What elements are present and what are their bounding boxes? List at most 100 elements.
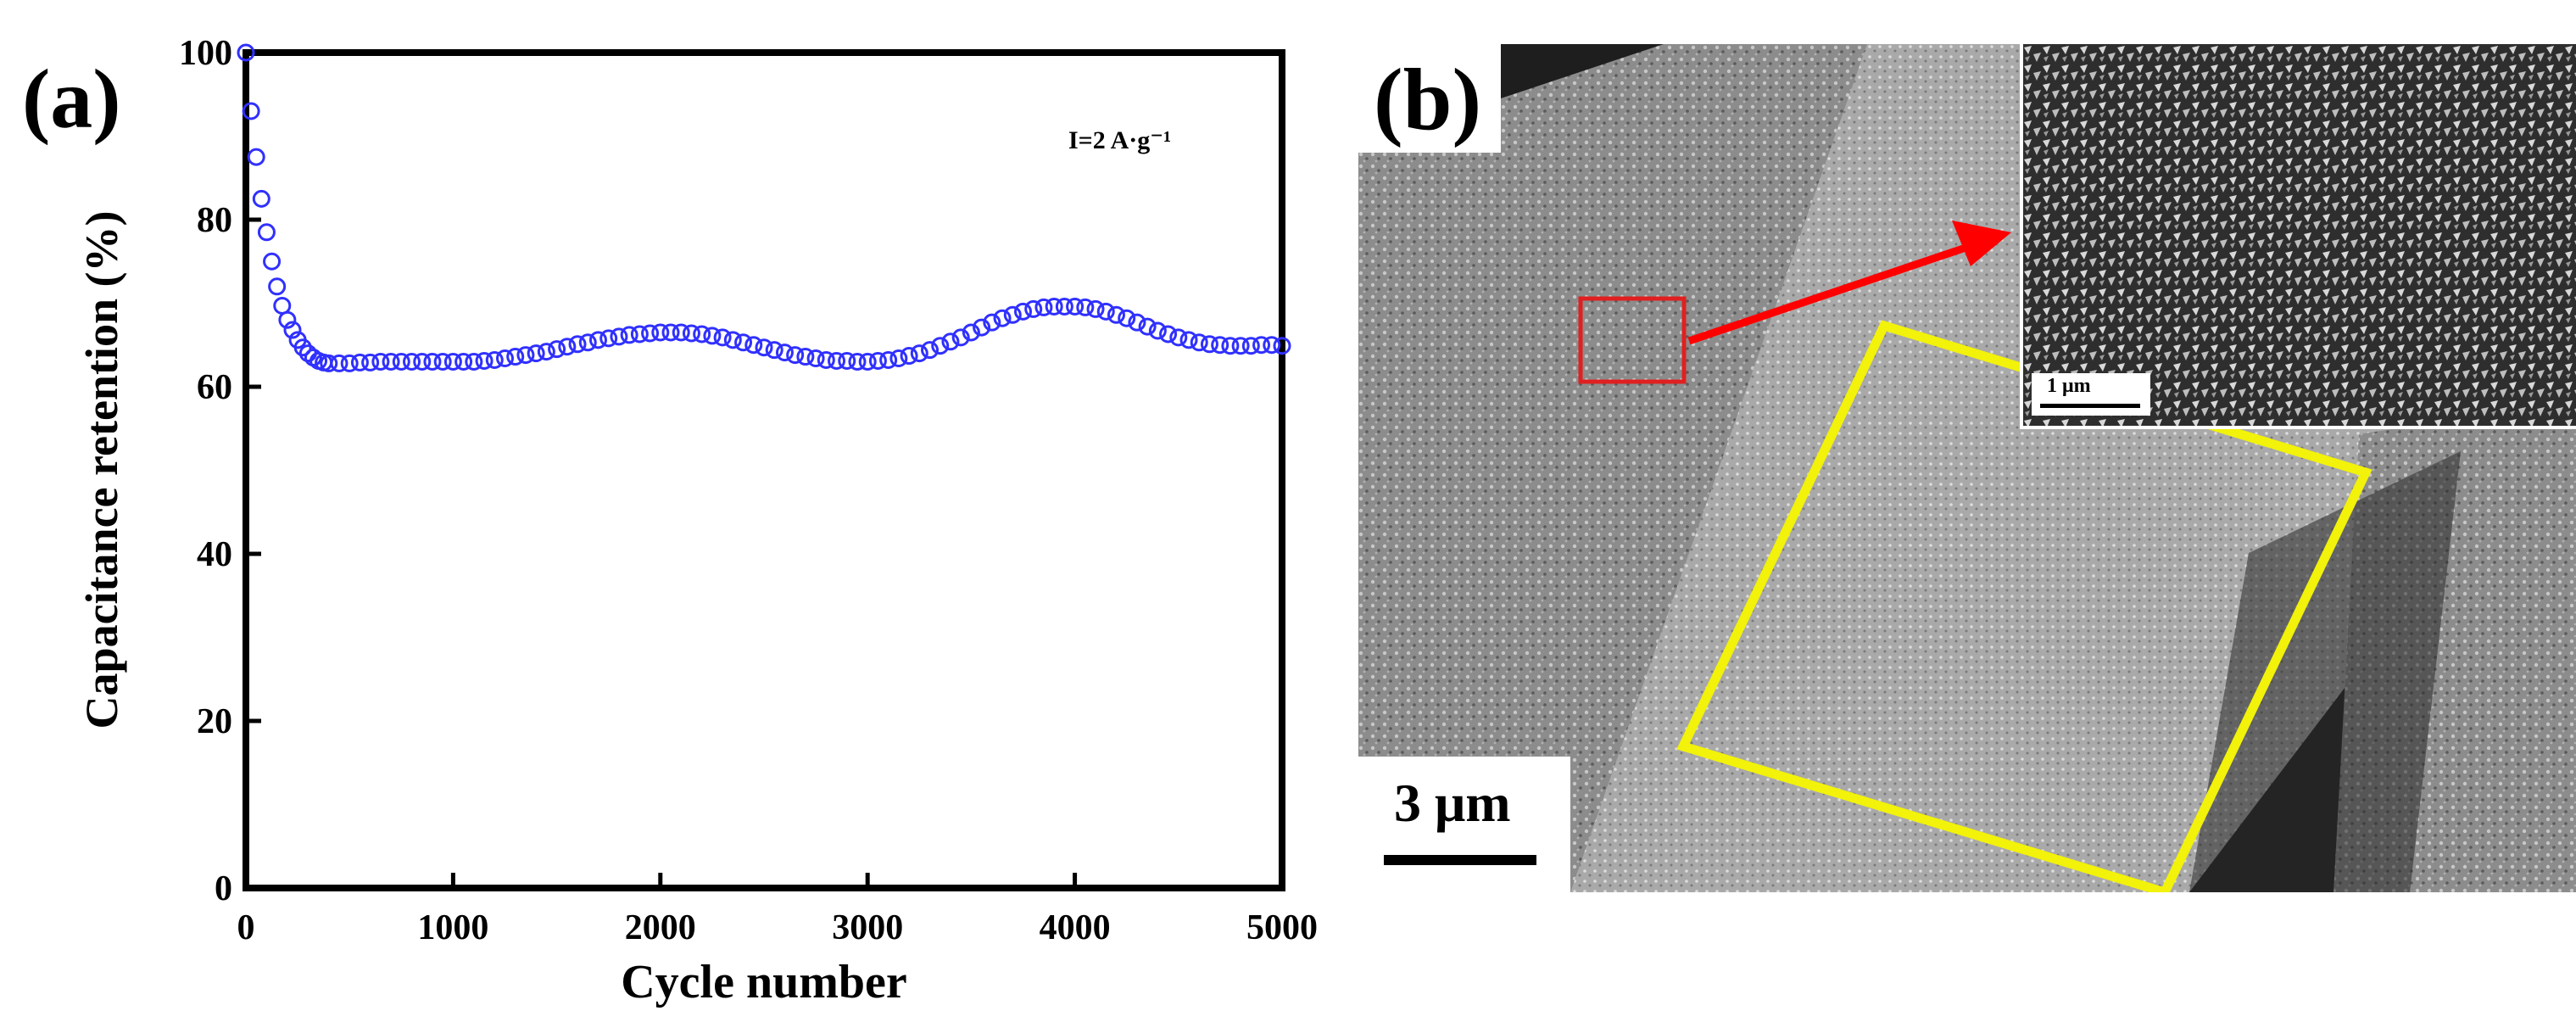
y-axis-label: Capacitance retention (%) <box>76 211 127 729</box>
data-point <box>817 350 835 369</box>
data-point <box>1200 335 1218 354</box>
zoom-arrow-head <box>1952 221 2011 266</box>
data-point <box>1096 302 1115 321</box>
data-point <box>734 333 753 352</box>
data-point <box>496 349 514 368</box>
data-point <box>1231 337 1250 355</box>
data-point <box>993 309 1012 327</box>
inset-scale-line <box>2040 404 2140 408</box>
panel-b-label-box: (b) <box>1358 44 1501 153</box>
x-tick-label: 4000 <box>1040 908 1111 947</box>
data-point <box>682 324 700 343</box>
inset-scale-bar: 1 μm <box>2032 373 2150 416</box>
data-point <box>568 335 587 354</box>
retention-chart: (a) 0 1000 2000 3000 4000 5000 0 20 40 60 80 100 I… <box>22 34 1318 1008</box>
data-point <box>1190 333 1208 352</box>
data-point <box>257 223 276 242</box>
data-points <box>237 43 1291 372</box>
x-axis-label: Cycle number <box>621 956 907 1008</box>
y-tick-label: 0 <box>215 869 232 908</box>
y-ticks: 0 20 40 60 80 100 <box>179 34 261 908</box>
data-point <box>392 352 410 371</box>
fiber-left <box>1358 44 1884 892</box>
data-point <box>516 346 535 365</box>
data-point <box>610 327 628 346</box>
plot-frame <box>243 49 1285 891</box>
y-tick-label: 80 <box>197 201 232 240</box>
data-point <box>237 43 255 62</box>
scale-bar: 3 μm <box>1358 757 1570 892</box>
data-point <box>1055 297 1073 316</box>
data-point <box>1076 298 1095 316</box>
data-point <box>1179 331 1198 349</box>
data-point <box>1252 336 1271 355</box>
data-point <box>1169 328 1188 347</box>
data-point <box>263 252 282 271</box>
data-point <box>320 354 338 372</box>
zoom-inset: 1 μm <box>2020 44 2576 429</box>
data-point <box>247 148 265 166</box>
data-point <box>806 349 825 368</box>
data-point <box>828 351 846 370</box>
panel-a-label: (a) <box>22 52 121 146</box>
data-point <box>921 341 940 360</box>
data-point <box>951 328 970 347</box>
data-point <box>630 325 649 344</box>
data-point <box>558 338 577 356</box>
data-point <box>433 352 452 371</box>
data-point <box>796 348 815 366</box>
x-ticks: 0 1000 2000 3000 4000 5000 <box>237 873 1318 947</box>
data-point <box>293 338 312 357</box>
data-point <box>900 347 918 366</box>
data-point <box>786 346 805 365</box>
data-point <box>775 344 794 362</box>
data-point <box>983 313 1001 332</box>
fiber-shadow <box>2189 451 2461 892</box>
data-point <box>765 341 783 360</box>
data-point <box>744 336 763 355</box>
scale-bar-line <box>1384 855 1536 865</box>
data-point <box>588 331 607 349</box>
data-point <box>651 323 670 342</box>
data-point <box>423 352 442 371</box>
data-point <box>1066 297 1084 316</box>
data-point <box>330 354 348 372</box>
data-point <box>1148 321 1167 340</box>
x-tick-label: 3000 <box>832 908 903 947</box>
data-point <box>973 318 991 337</box>
data-point <box>889 349 908 368</box>
data-point <box>848 352 867 371</box>
data-point <box>242 102 260 120</box>
data-point <box>931 337 950 355</box>
data-point <box>340 354 359 372</box>
inset-nanosheets <box>2023 44 2576 426</box>
y-tick-label: 40 <box>197 535 232 574</box>
data-point <box>443 352 462 371</box>
data-point <box>371 352 390 371</box>
data-point <box>1118 309 1136 327</box>
data-point <box>475 351 493 370</box>
data-point <box>1128 313 1146 332</box>
inset-scale-text: 1 μm <box>2047 375 2091 397</box>
data-point <box>1024 299 1043 318</box>
data-point <box>485 350 504 369</box>
x-tick-label: 1000 <box>417 908 488 947</box>
data-point <box>1045 297 1063 316</box>
data-point <box>1107 305 1125 324</box>
data-point <box>382 352 400 371</box>
data-point <box>537 343 555 361</box>
data-point <box>361 353 380 371</box>
x-tick-label: 2000 <box>625 908 696 947</box>
data-point <box>465 352 483 371</box>
zoom-arrow-line <box>1687 237 1988 345</box>
x-tick-label: 0 <box>237 908 255 947</box>
data-point <box>620 326 638 344</box>
data-point <box>1003 305 1022 324</box>
selection-box-red <box>1578 296 1687 384</box>
data-point <box>703 327 722 345</box>
scale-bar-text: 3 μm <box>1394 773 1511 833</box>
data-point <box>941 332 960 351</box>
data-point <box>879 350 898 369</box>
data-point <box>1211 336 1229 355</box>
